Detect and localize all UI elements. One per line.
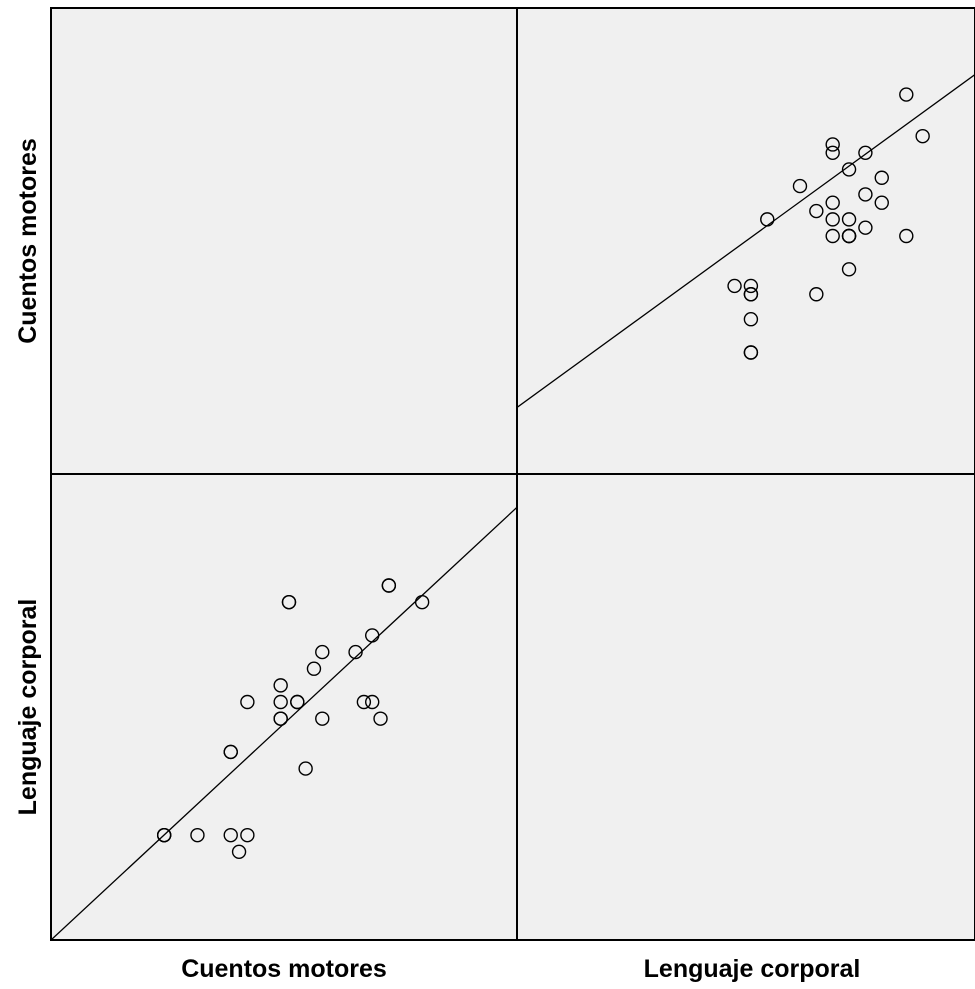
data-point xyxy=(381,578,397,593)
data-point xyxy=(899,87,914,102)
data-point xyxy=(190,827,205,843)
data-point xyxy=(231,844,247,859)
data-point xyxy=(743,287,759,302)
data-point xyxy=(874,170,889,185)
data-point xyxy=(240,827,255,843)
data-point xyxy=(841,162,857,177)
data-point xyxy=(841,262,857,277)
fit-line xyxy=(517,74,975,408)
data-point xyxy=(273,711,288,726)
data-point xyxy=(858,145,873,160)
data-point xyxy=(825,212,840,227)
panel-top-right xyxy=(517,74,975,408)
y-axis-label-cuentos-motores: Cuentos motores xyxy=(14,138,42,344)
y-axis-label-lenguaje-corporal: Lenguaje corporal xyxy=(14,599,42,816)
data-point xyxy=(306,661,322,676)
data-point xyxy=(743,312,759,327)
data-point xyxy=(825,228,840,244)
data-point xyxy=(792,178,808,194)
data-point xyxy=(223,827,238,843)
data-point xyxy=(365,694,380,710)
data-point xyxy=(240,694,255,710)
data-point xyxy=(809,287,824,302)
panel-frame xyxy=(50,7,975,941)
data-point xyxy=(915,128,930,144)
data-point xyxy=(841,212,857,227)
data-point xyxy=(727,278,742,294)
data-point xyxy=(414,594,430,610)
data-point xyxy=(348,644,363,660)
data-point xyxy=(365,628,380,643)
data-point xyxy=(899,228,914,244)
panel-bottom-left xyxy=(51,506,517,940)
data-point xyxy=(760,212,775,227)
data-point xyxy=(743,345,759,360)
data-point xyxy=(825,195,840,210)
data-point xyxy=(874,195,889,210)
data-point xyxy=(223,744,238,760)
data-point xyxy=(315,711,330,726)
data-point xyxy=(858,220,873,235)
data-point xyxy=(273,694,288,710)
x-axis-label-lenguaje-corporal: Lenguaje corporal xyxy=(644,955,861,983)
data-point xyxy=(809,203,824,219)
data-point xyxy=(298,761,313,776)
data-point xyxy=(156,827,172,843)
data-point xyxy=(858,187,873,202)
panels xyxy=(51,74,975,940)
data-point xyxy=(743,278,759,294)
data-point xyxy=(290,694,305,710)
data-point xyxy=(273,678,288,693)
data-point xyxy=(841,228,857,244)
data-point xyxy=(281,594,297,610)
data-point xyxy=(825,145,840,160)
data-point xyxy=(315,644,330,660)
x-axis-label-cuentos-motores: Cuentos motores xyxy=(181,955,387,983)
data-point xyxy=(825,137,840,152)
data-point xyxy=(373,711,388,726)
data-point xyxy=(356,694,372,710)
